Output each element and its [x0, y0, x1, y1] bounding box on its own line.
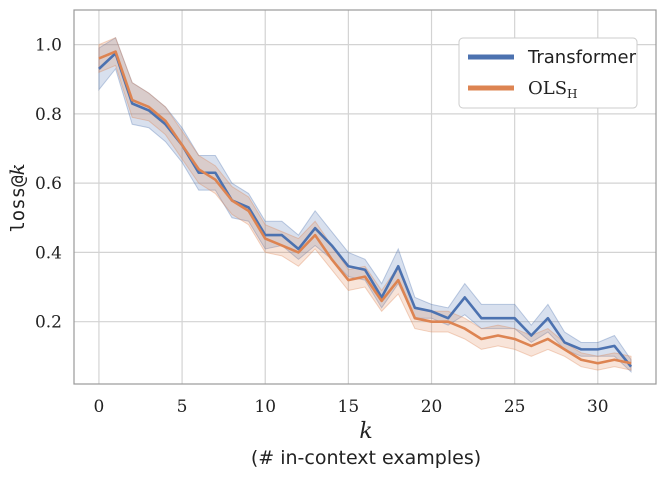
legend: Transformer OLSH	[458, 37, 638, 109]
series-lines	[98, 50, 633, 368]
y-tick-label-2: 0.6	[35, 174, 62, 194]
y-axis-label-prefix: loss@	[7, 175, 29, 232]
x-axis-sublabel: (# in-context examples)	[251, 447, 481, 469]
y-axis-label-var: k	[5, 163, 29, 175]
y-axis-label: loss@k	[5, 163, 29, 232]
y-tick-label-3: 0.8	[35, 105, 62, 125]
tick-labels: 0 5 10 15 20 25 30 0.2 0.4 0.6 0.8 1.0	[35, 36, 609, 417]
y-tick-label-0: 0.2	[35, 313, 62, 333]
x-axis-label: k	[359, 419, 372, 444]
plot-frame	[73, 9, 657, 385]
legend-label-ols: OLSH	[528, 78, 578, 101]
legend-label-transformer: Transformer	[527, 47, 637, 68]
y-tick-label-1: 0.4	[35, 243, 62, 263]
x-tick-label-0: 0	[94, 397, 105, 417]
x-tick-label-10: 10	[254, 397, 276, 417]
band-ols	[98, 37, 632, 371]
x-tick-label-25: 25	[504, 397, 526, 417]
band-transformer	[98, 36, 632, 374]
line-ols	[98, 50, 632, 365]
x-tick-label-30: 30	[587, 397, 609, 417]
y-tick-label-4: 1.0	[35, 36, 62, 56]
x-tick-label-20: 20	[421, 397, 443, 417]
legend-label-ols-sub: H	[567, 87, 577, 101]
x-tick-label-15: 15	[338, 397, 360, 417]
x-tick-label-5: 5	[177, 397, 188, 417]
legend-label-ols-name: OLS	[528, 78, 567, 99]
confidence-bands	[98, 36, 632, 374]
